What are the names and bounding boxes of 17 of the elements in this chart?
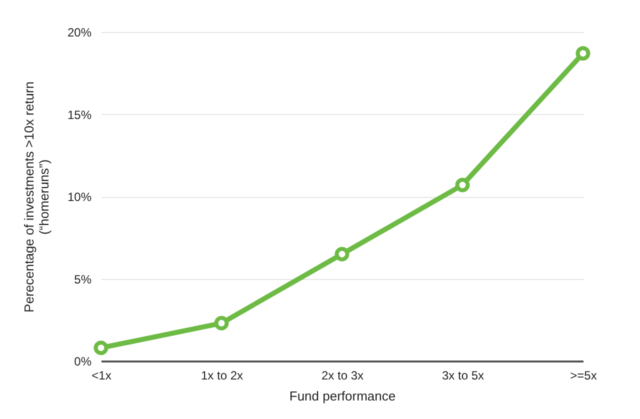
point <box>214 316 229 330</box>
y-tick-label: 0% <box>74 354 92 368</box>
point <box>94 340 108 356</box>
y-axis-title: Perecentage of investments >10x return (“homeruns”) <box>21 82 52 312</box>
point <box>576 46 590 61</box>
x-tick-label: 3x to 5x <box>442 368 484 382</box>
y-tick-label: 5% <box>74 272 92 286</box>
y-tick-label: 20% <box>67 26 92 40</box>
point <box>455 178 470 192</box>
x-tick-label: <1x <box>92 368 112 382</box>
x-tick-label: 2x to 3x <box>321 368 364 382</box>
x-tick-label: 1x to 2x <box>200 368 244 382</box>
point <box>334 246 350 262</box>
x-tick-label: >=5x <box>570 368 597 382</box>
x-axis-title: Fund performance <box>289 388 396 404</box>
y-tick-label: 15% <box>67 108 92 122</box>
y-tick-label: 10% <box>67 190 92 204</box>
